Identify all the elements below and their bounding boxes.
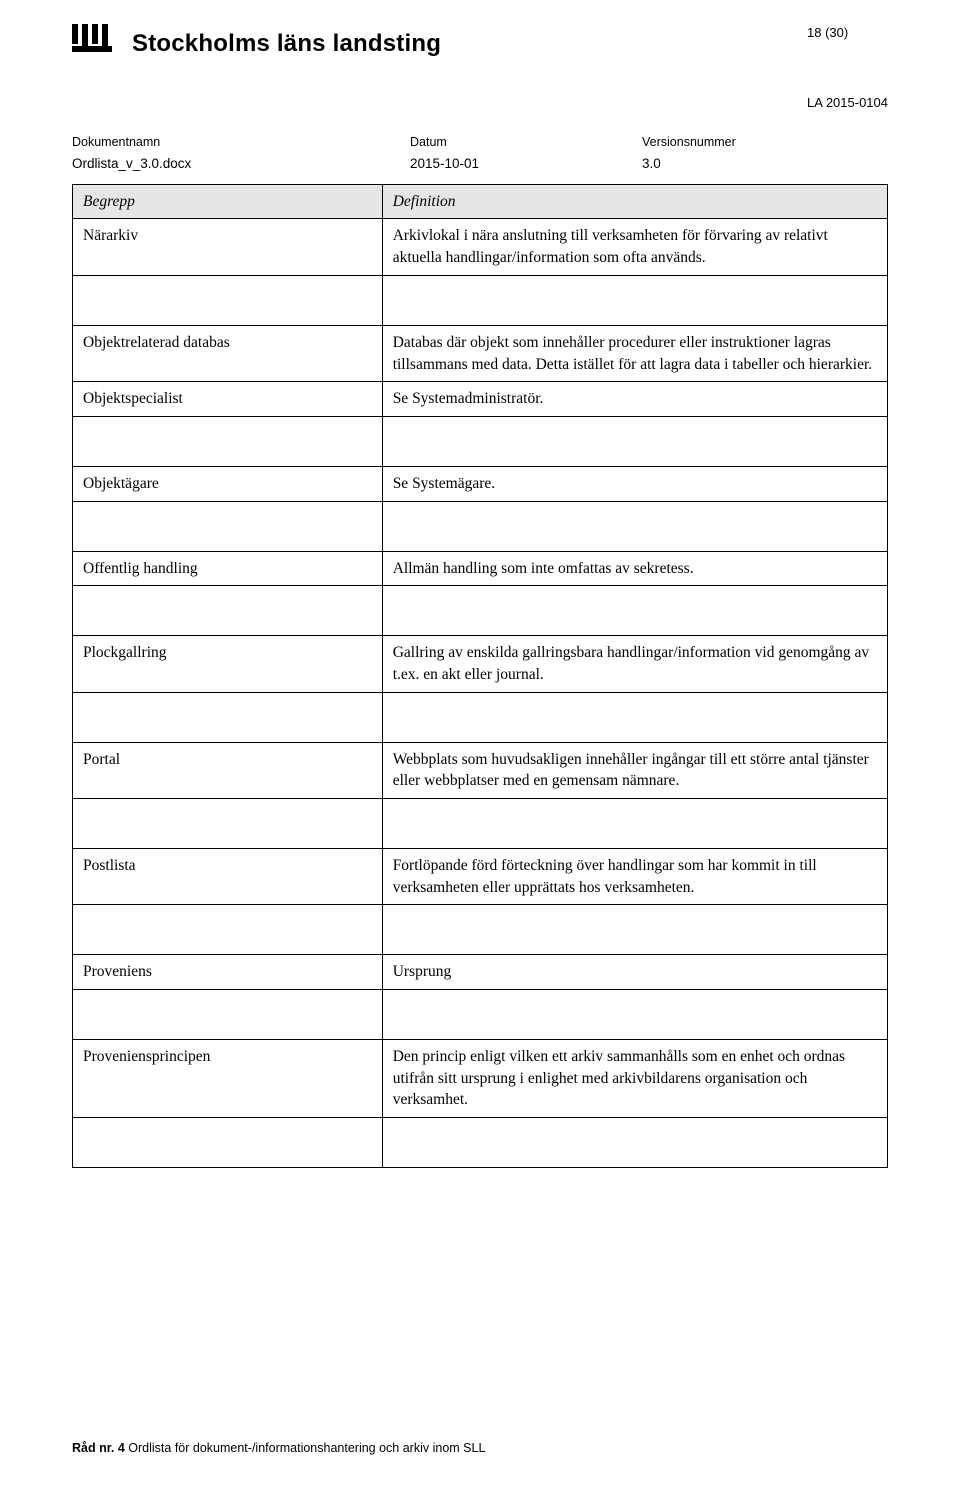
definition-cell: Arkivlokal i nära anslutning till verksa… — [382, 219, 887, 275]
spacer-cell — [73, 990, 383, 1040]
spacer-cell — [382, 692, 887, 742]
spacer-row — [73, 501, 888, 551]
spacer-cell — [73, 501, 383, 551]
spacer-cell — [73, 586, 383, 636]
spacer-cell — [382, 416, 887, 466]
meta-doc-name-value: Ordlista_v_3.0.docx — [72, 155, 410, 174]
spacer-row — [73, 692, 888, 742]
definition-cell: Se Systemägare. — [382, 466, 887, 501]
definition-cell: Fortlöpande förd förteckning över handli… — [382, 849, 887, 905]
definition-cell: Gallring av enskilda gallringsbara handl… — [382, 636, 887, 692]
spacer-cell — [382, 1118, 887, 1168]
meta-version: Versionsnummer 3.0 — [642, 134, 792, 173]
spacer-cell — [73, 799, 383, 849]
footer-rest: Ordlista för dokument-/informationshante… — [128, 1441, 485, 1455]
spacer-cell — [382, 905, 887, 955]
term-cell: Offentlig handling — [73, 551, 383, 586]
glossary-table: Begrepp Definition NärarkivArkivlokal i … — [72, 184, 888, 1168]
meta-date: Datum 2015-10-01 — [410, 134, 642, 173]
spacer-row — [73, 1118, 888, 1168]
table-row: PortalWebbplats som huvudsakligen innehå… — [73, 742, 888, 798]
spacer-row — [73, 990, 888, 1040]
term-cell: Postlista — [73, 849, 383, 905]
table-row: PostlistaFortlöpande förd förteckning öv… — [73, 849, 888, 905]
meta-date-label: Datum — [410, 134, 642, 152]
spacer-cell — [73, 1118, 383, 1168]
table-row: ObjektspecialistSe Systemadministratör. — [73, 382, 888, 417]
spacer-cell — [382, 586, 887, 636]
term-cell: Närarkiv — [73, 219, 383, 275]
spacer-row — [73, 905, 888, 955]
table-row: Objektrelaterad databasDatabas där objek… — [73, 325, 888, 381]
spacer-cell — [73, 692, 383, 742]
spacer-row — [73, 586, 888, 636]
table-row: ProveniensUrsprung — [73, 955, 888, 990]
sll-logo-icon — [72, 24, 120, 64]
spacer-cell — [73, 905, 383, 955]
doc-id: LA 2015-0104 — [807, 94, 888, 112]
term-cell: Proveniens — [73, 955, 383, 990]
term-cell: Objektspecialist — [73, 382, 383, 417]
table-row: Offentlig handlingAllmän handling som in… — [73, 551, 888, 586]
page-indicator: 18 (30) — [807, 24, 888, 42]
term-cell: Objektägare — [73, 466, 383, 501]
definition-cell: Den princip enligt vilken ett arkiv samm… — [382, 1040, 887, 1118]
meta-row: Dokumentnamn Ordlista_v_3.0.docx Datum 2… — [72, 134, 888, 173]
meta-version-label: Versionsnummer — [642, 134, 792, 152]
definition-cell: Allmän handling som inte omfattas av sek… — [382, 551, 887, 586]
spacer-row — [73, 416, 888, 466]
definition-cell: Se Systemadministratör. — [382, 382, 887, 417]
meta-version-value: 3.0 — [642, 155, 792, 174]
term-cell: Objektrelaterad databas — [73, 325, 383, 381]
definition-cell: Ursprung — [382, 955, 887, 990]
org-name: Stockholms läns landsting — [132, 27, 441, 61]
table-row: ObjektägareSe Systemägare. — [73, 466, 888, 501]
meta-doc-name-label: Dokumentnamn — [72, 134, 410, 152]
page: Stockholms läns landsting 18 (30) LA 201… — [0, 0, 960, 1489]
table-header-row: Begrepp Definition — [73, 184, 888, 219]
footer-bold: Råd nr. 4 — [72, 1441, 125, 1455]
definition-cell: Databas där objekt som innehåller proced… — [382, 325, 887, 381]
term-cell: Portal — [73, 742, 383, 798]
header-def: Definition — [382, 184, 887, 219]
footer: Råd nr. 4 Ordlista för dokument-/informa… — [72, 1440, 485, 1458]
spacer-cell — [73, 275, 383, 325]
meta-doc-name: Dokumentnamn Ordlista_v_3.0.docx — [72, 134, 410, 173]
meta-date-value: 2015-10-01 — [410, 155, 642, 174]
spacer-row — [73, 799, 888, 849]
table-row: PlockgallringGallring av enskilda gallri… — [73, 636, 888, 692]
definition-cell: Webbplats som huvudsakligen innehåller i… — [382, 742, 887, 798]
spacer-cell — [382, 799, 887, 849]
spacer-cell — [382, 275, 887, 325]
table-row: ProveniensprincipenDen princip enligt vi… — [73, 1040, 888, 1118]
spacer-cell — [382, 990, 887, 1040]
header-term: Begrepp — [73, 184, 383, 219]
logo-block: Stockholms läns landsting — [72, 24, 441, 64]
spacer-cell — [73, 416, 383, 466]
term-cell: Plockgallring — [73, 636, 383, 692]
spacer-cell — [382, 501, 887, 551]
term-cell: Proveniensprincipen — [73, 1040, 383, 1118]
spacer-row — [73, 275, 888, 325]
header-row: Stockholms läns landsting 18 (30) LA 201… — [72, 24, 888, 112]
table-row: NärarkivArkivlokal i nära anslutning til… — [73, 219, 888, 275]
